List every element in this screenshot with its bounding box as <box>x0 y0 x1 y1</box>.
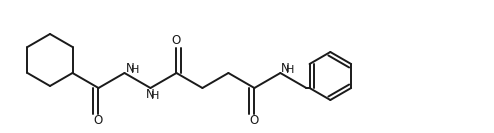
Text: H: H <box>151 91 159 101</box>
Text: N: N <box>145 88 154 101</box>
Text: N: N <box>125 61 134 74</box>
Text: O: O <box>172 34 181 47</box>
Text: O: O <box>250 114 259 127</box>
Text: H: H <box>130 65 139 75</box>
Text: N: N <box>282 61 290 74</box>
Text: H: H <box>287 65 295 75</box>
Text: O: O <box>94 114 103 127</box>
